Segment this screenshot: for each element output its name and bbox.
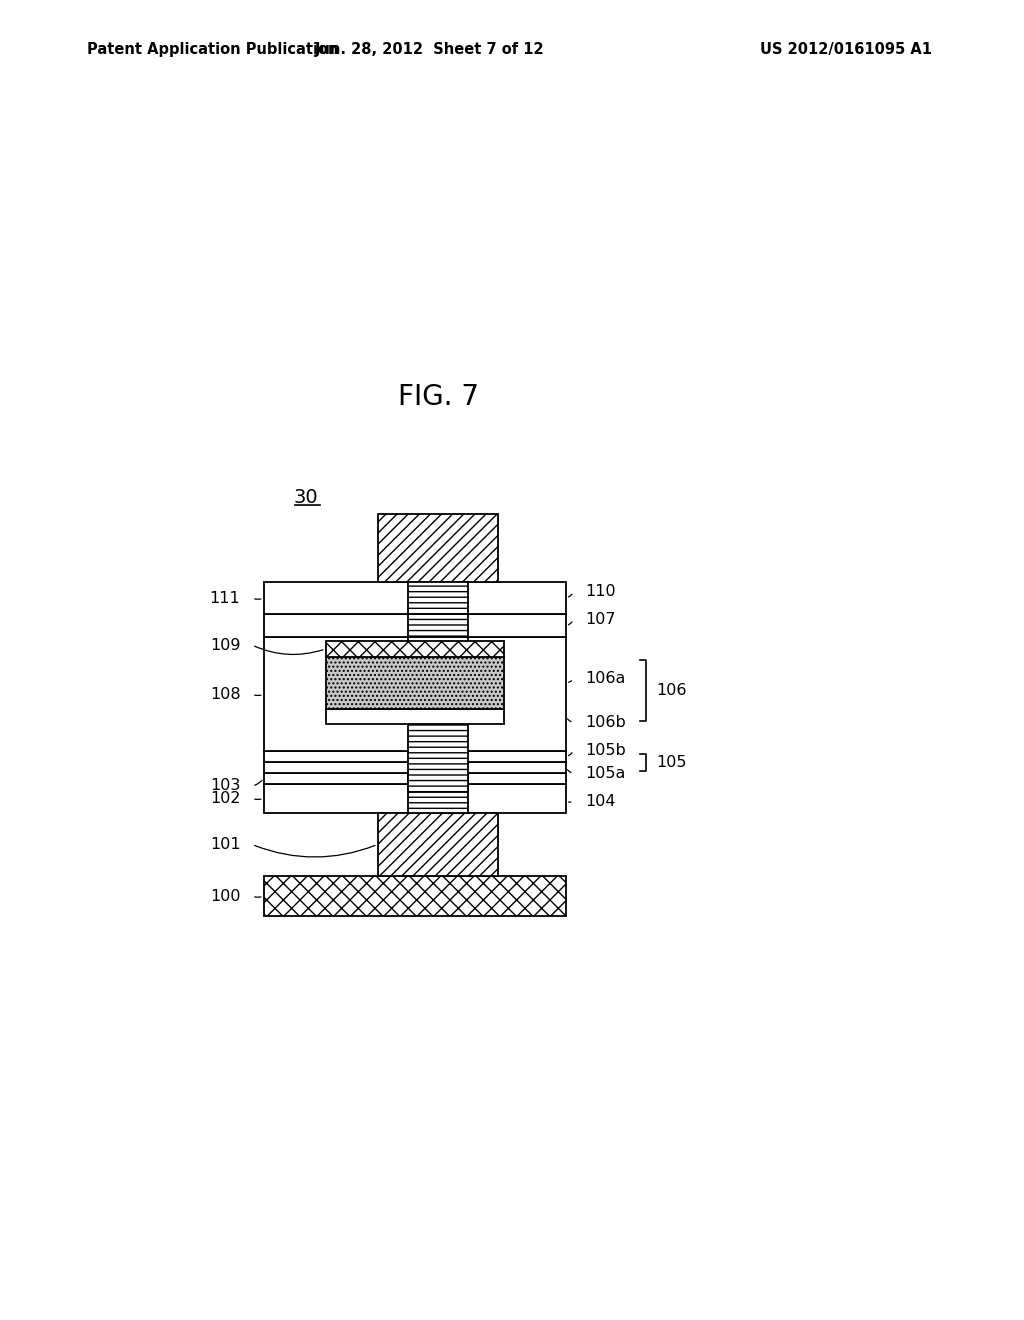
- Text: 108: 108: [210, 686, 241, 702]
- Text: 30: 30: [294, 487, 318, 507]
- Text: Jun. 28, 2012  Sheet 7 of 12: Jun. 28, 2012 Sheet 7 of 12: [315, 42, 545, 57]
- Text: 109: 109: [210, 638, 241, 652]
- Bar: [263, 762, 566, 774]
- Bar: [263, 751, 566, 762]
- Bar: [263, 876, 566, 916]
- Text: 111: 111: [210, 590, 241, 606]
- Text: 100: 100: [210, 888, 241, 904]
- Bar: [326, 642, 504, 656]
- Text: 105b: 105b: [586, 743, 626, 758]
- Bar: [263, 784, 566, 813]
- Text: US 2012/0161095 A1: US 2012/0161095 A1: [760, 42, 932, 57]
- Bar: [326, 656, 504, 709]
- Bar: [263, 774, 566, 784]
- Bar: [263, 582, 566, 614]
- Bar: [378, 813, 499, 876]
- Bar: [263, 638, 566, 751]
- Text: 103: 103: [210, 779, 241, 793]
- Bar: [378, 515, 499, 582]
- Text: 106b: 106b: [586, 715, 626, 730]
- Text: 101: 101: [210, 837, 241, 851]
- Text: FIG. 7: FIG. 7: [397, 383, 478, 411]
- Bar: [408, 638, 468, 792]
- Bar: [408, 582, 468, 614]
- Text: 106a: 106a: [586, 672, 626, 686]
- Text: 110: 110: [586, 585, 615, 599]
- Text: 102: 102: [210, 791, 241, 805]
- Text: 107: 107: [586, 612, 615, 627]
- Bar: [408, 774, 468, 813]
- Bar: [408, 614, 468, 638]
- Bar: [263, 614, 566, 638]
- Text: 104: 104: [586, 793, 615, 809]
- Text: 106: 106: [656, 682, 687, 698]
- Text: 105: 105: [656, 755, 687, 770]
- Bar: [326, 709, 504, 725]
- Text: 105a: 105a: [586, 766, 626, 781]
- Text: Patent Application Publication: Patent Application Publication: [87, 42, 339, 57]
